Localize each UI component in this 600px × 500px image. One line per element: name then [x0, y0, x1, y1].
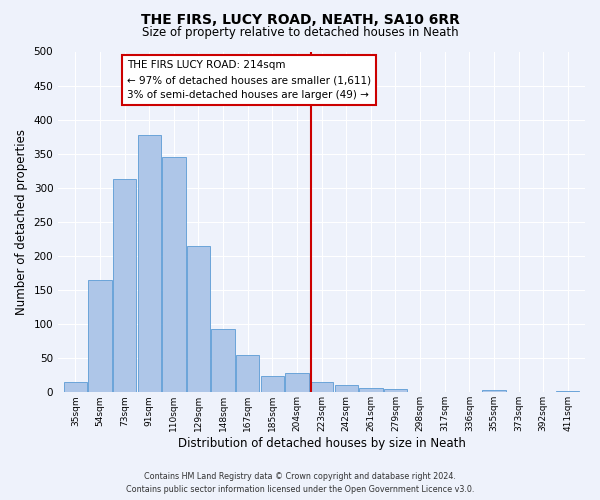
Bar	[556, 391, 580, 392]
Bar	[285, 372, 308, 392]
Bar	[113, 179, 136, 392]
Bar	[88, 280, 112, 392]
Bar	[211, 329, 235, 392]
Bar	[137, 134, 161, 392]
Bar	[359, 388, 383, 392]
Bar	[384, 389, 407, 392]
Text: THE FIRS LUCY ROAD: 214sqm
← 97% of detached houses are smaller (1,611)
3% of se: THE FIRS LUCY ROAD: 214sqm ← 97% of deta…	[127, 60, 371, 100]
X-axis label: Distribution of detached houses by size in Neath: Distribution of detached houses by size …	[178, 437, 466, 450]
Bar	[260, 376, 284, 392]
Bar	[482, 390, 506, 392]
Text: THE FIRS, LUCY ROAD, NEATH, SA10 6RR: THE FIRS, LUCY ROAD, NEATH, SA10 6RR	[140, 12, 460, 26]
Bar	[310, 382, 333, 392]
Text: Size of property relative to detached houses in Neath: Size of property relative to detached ho…	[142, 26, 458, 39]
Bar	[162, 157, 185, 392]
Bar	[187, 246, 210, 392]
Bar	[335, 386, 358, 392]
Y-axis label: Number of detached properties: Number of detached properties	[15, 129, 28, 315]
Bar	[236, 355, 259, 393]
Bar	[64, 382, 87, 392]
Text: Contains HM Land Registry data © Crown copyright and database right 2024.
Contai: Contains HM Land Registry data © Crown c…	[126, 472, 474, 494]
